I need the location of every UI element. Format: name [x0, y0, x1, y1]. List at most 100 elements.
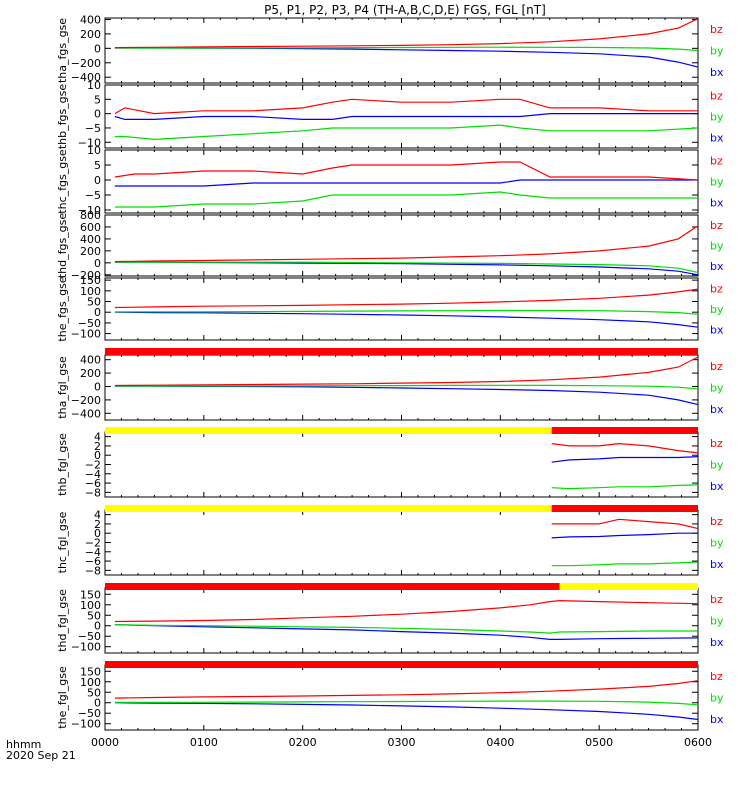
- y-tick-label: 600: [80, 221, 101, 234]
- series-line-bz: [114, 98, 698, 115]
- legend-bz: bz: [710, 515, 723, 528]
- series-line-by: [114, 384, 699, 390]
- y-tick-label: 400: [80, 233, 101, 246]
- legend-bx: bx: [710, 66, 724, 79]
- y-tick-label: 0: [94, 380, 101, 393]
- y-tick-label: −4: [85, 546, 101, 559]
- panel-frame: [104, 277, 699, 341]
- legend-bz: bz: [710, 282, 723, 295]
- panel-frame: [104, 17, 699, 84]
- legend-by: by: [710, 240, 724, 253]
- series-line-bz: [551, 518, 699, 530]
- series-line-by: [114, 191, 698, 208]
- y-tick-label: 400: [80, 354, 101, 367]
- series-line-bz: [114, 161, 699, 181]
- legend-by: by: [710, 45, 724, 58]
- series-line-bx: [114, 385, 699, 406]
- y-tick-label: 100: [80, 285, 101, 298]
- legend-bx: bx: [710, 713, 724, 726]
- y-tick-label: 800: [80, 209, 101, 222]
- legend-by: by: [710, 111, 724, 124]
- legend-bx: bx: [710, 197, 724, 210]
- status-bar-segment-red: [551, 427, 698, 434]
- y-tick-label: −100: [71, 718, 101, 731]
- y-axis-label: tha_fgs_gse: [56, 18, 69, 83]
- y-tick-label: −100: [71, 641, 101, 654]
- series-line-bx: [551, 456, 699, 463]
- status-bar-segment-red: [551, 505, 698, 512]
- y-tick-label: 2: [94, 440, 101, 453]
- series-line-by: [114, 261, 699, 273]
- y-axis-label: the_fgl_gse: [56, 666, 69, 729]
- y-axis-label: the_fgs_gse: [56, 276, 69, 341]
- y-tick-label: 400: [80, 13, 101, 26]
- y-axis-label: thb_fgl_gse: [56, 433, 69, 496]
- series-line-bx: [114, 702, 699, 721]
- series-line-bz: [114, 356, 699, 387]
- y-tick-label: −2: [85, 537, 101, 550]
- legend-bx: bx: [710, 480, 724, 493]
- status-bar-segment-yellow: [559, 583, 698, 590]
- y-tick-label: −400: [71, 71, 101, 84]
- y-tick-label: 150: [80, 274, 101, 287]
- legend-bz: bz: [710, 23, 723, 36]
- y-tick-label: −50: [78, 317, 101, 330]
- legend-bz: bz: [710, 437, 723, 450]
- legend-by: by: [710, 615, 724, 628]
- series-line-by: [551, 561, 699, 567]
- x-tick-label: 0000: [91, 736, 119, 749]
- legend-bz: bz: [710, 219, 723, 232]
- y-axis-label: tha_fgl_gse: [56, 356, 69, 419]
- legend-bz: bz: [710, 155, 723, 168]
- x-tick-label: 0500: [585, 736, 613, 749]
- series-line-bx: [114, 311, 699, 328]
- series-line-bz: [114, 680, 699, 699]
- y-tick-label: 50: [87, 686, 101, 699]
- legend-by: by: [710, 176, 724, 189]
- series-line-bx: [114, 112, 698, 121]
- legend-bz: bz: [710, 90, 723, 103]
- series-line-by: [114, 700, 699, 706]
- x-tick-label: 0400: [486, 736, 514, 749]
- status-bar-segment-red: [105, 661, 698, 668]
- panel-thb_fgl_gse: 420−2−4−6−8 thb_fgl_gse bz by bx: [56, 431, 724, 500]
- y-tick-label: 0: [94, 306, 101, 319]
- status-bar-segment-red: [105, 583, 560, 590]
- y-axis-label: thc_fgl_gse: [56, 511, 69, 573]
- y-tick-label: 10: [87, 79, 101, 92]
- x-tick-label: 0200: [289, 736, 317, 749]
- legend-by: by: [710, 303, 724, 316]
- y-tick-label: −4: [85, 468, 101, 481]
- y-tick-label: −200: [71, 269, 101, 282]
- y-tick-label: 0: [94, 108, 101, 121]
- y-tick-label: −5: [85, 189, 101, 202]
- panel-frame: [104, 149, 699, 214]
- status-bars: [105, 348, 698, 668]
- y-tick-label: −50: [78, 630, 101, 643]
- y-tick-label: −100: [71, 328, 101, 341]
- y-tick-label: 0: [94, 174, 101, 187]
- y-tick-label: 100: [80, 599, 101, 612]
- y-axis-label: thc_fgs_gse: [56, 149, 69, 214]
- y-tick-label: 150: [80, 588, 101, 601]
- panel-thb_fgs_gse: 105 0−5−10 thb_fgs_gse bz by bx: [56, 79, 724, 149]
- legend-bx: bx: [710, 324, 724, 337]
- y-tick-label: 0: [94, 620, 101, 633]
- y-tick-label: −400: [71, 407, 101, 420]
- legend-bx: bx: [710, 403, 724, 416]
- panel-thc_fgl_gse: 420−2−4−6−8 thc_fgl_gse bz by bx: [56, 509, 724, 578]
- y-tick-label: −5: [85, 122, 101, 135]
- series-line-bx: [114, 261, 699, 276]
- legend-by: by: [710, 459, 724, 472]
- status-bar-segment-yellow: [105, 427, 552, 434]
- y-tick-label: 0: [94, 257, 101, 270]
- y-tick-label: 200: [80, 28, 101, 41]
- y-tick-label: −200: [71, 57, 101, 70]
- y-tick-label: −6: [85, 555, 101, 568]
- series-line-bx: [114, 624, 699, 641]
